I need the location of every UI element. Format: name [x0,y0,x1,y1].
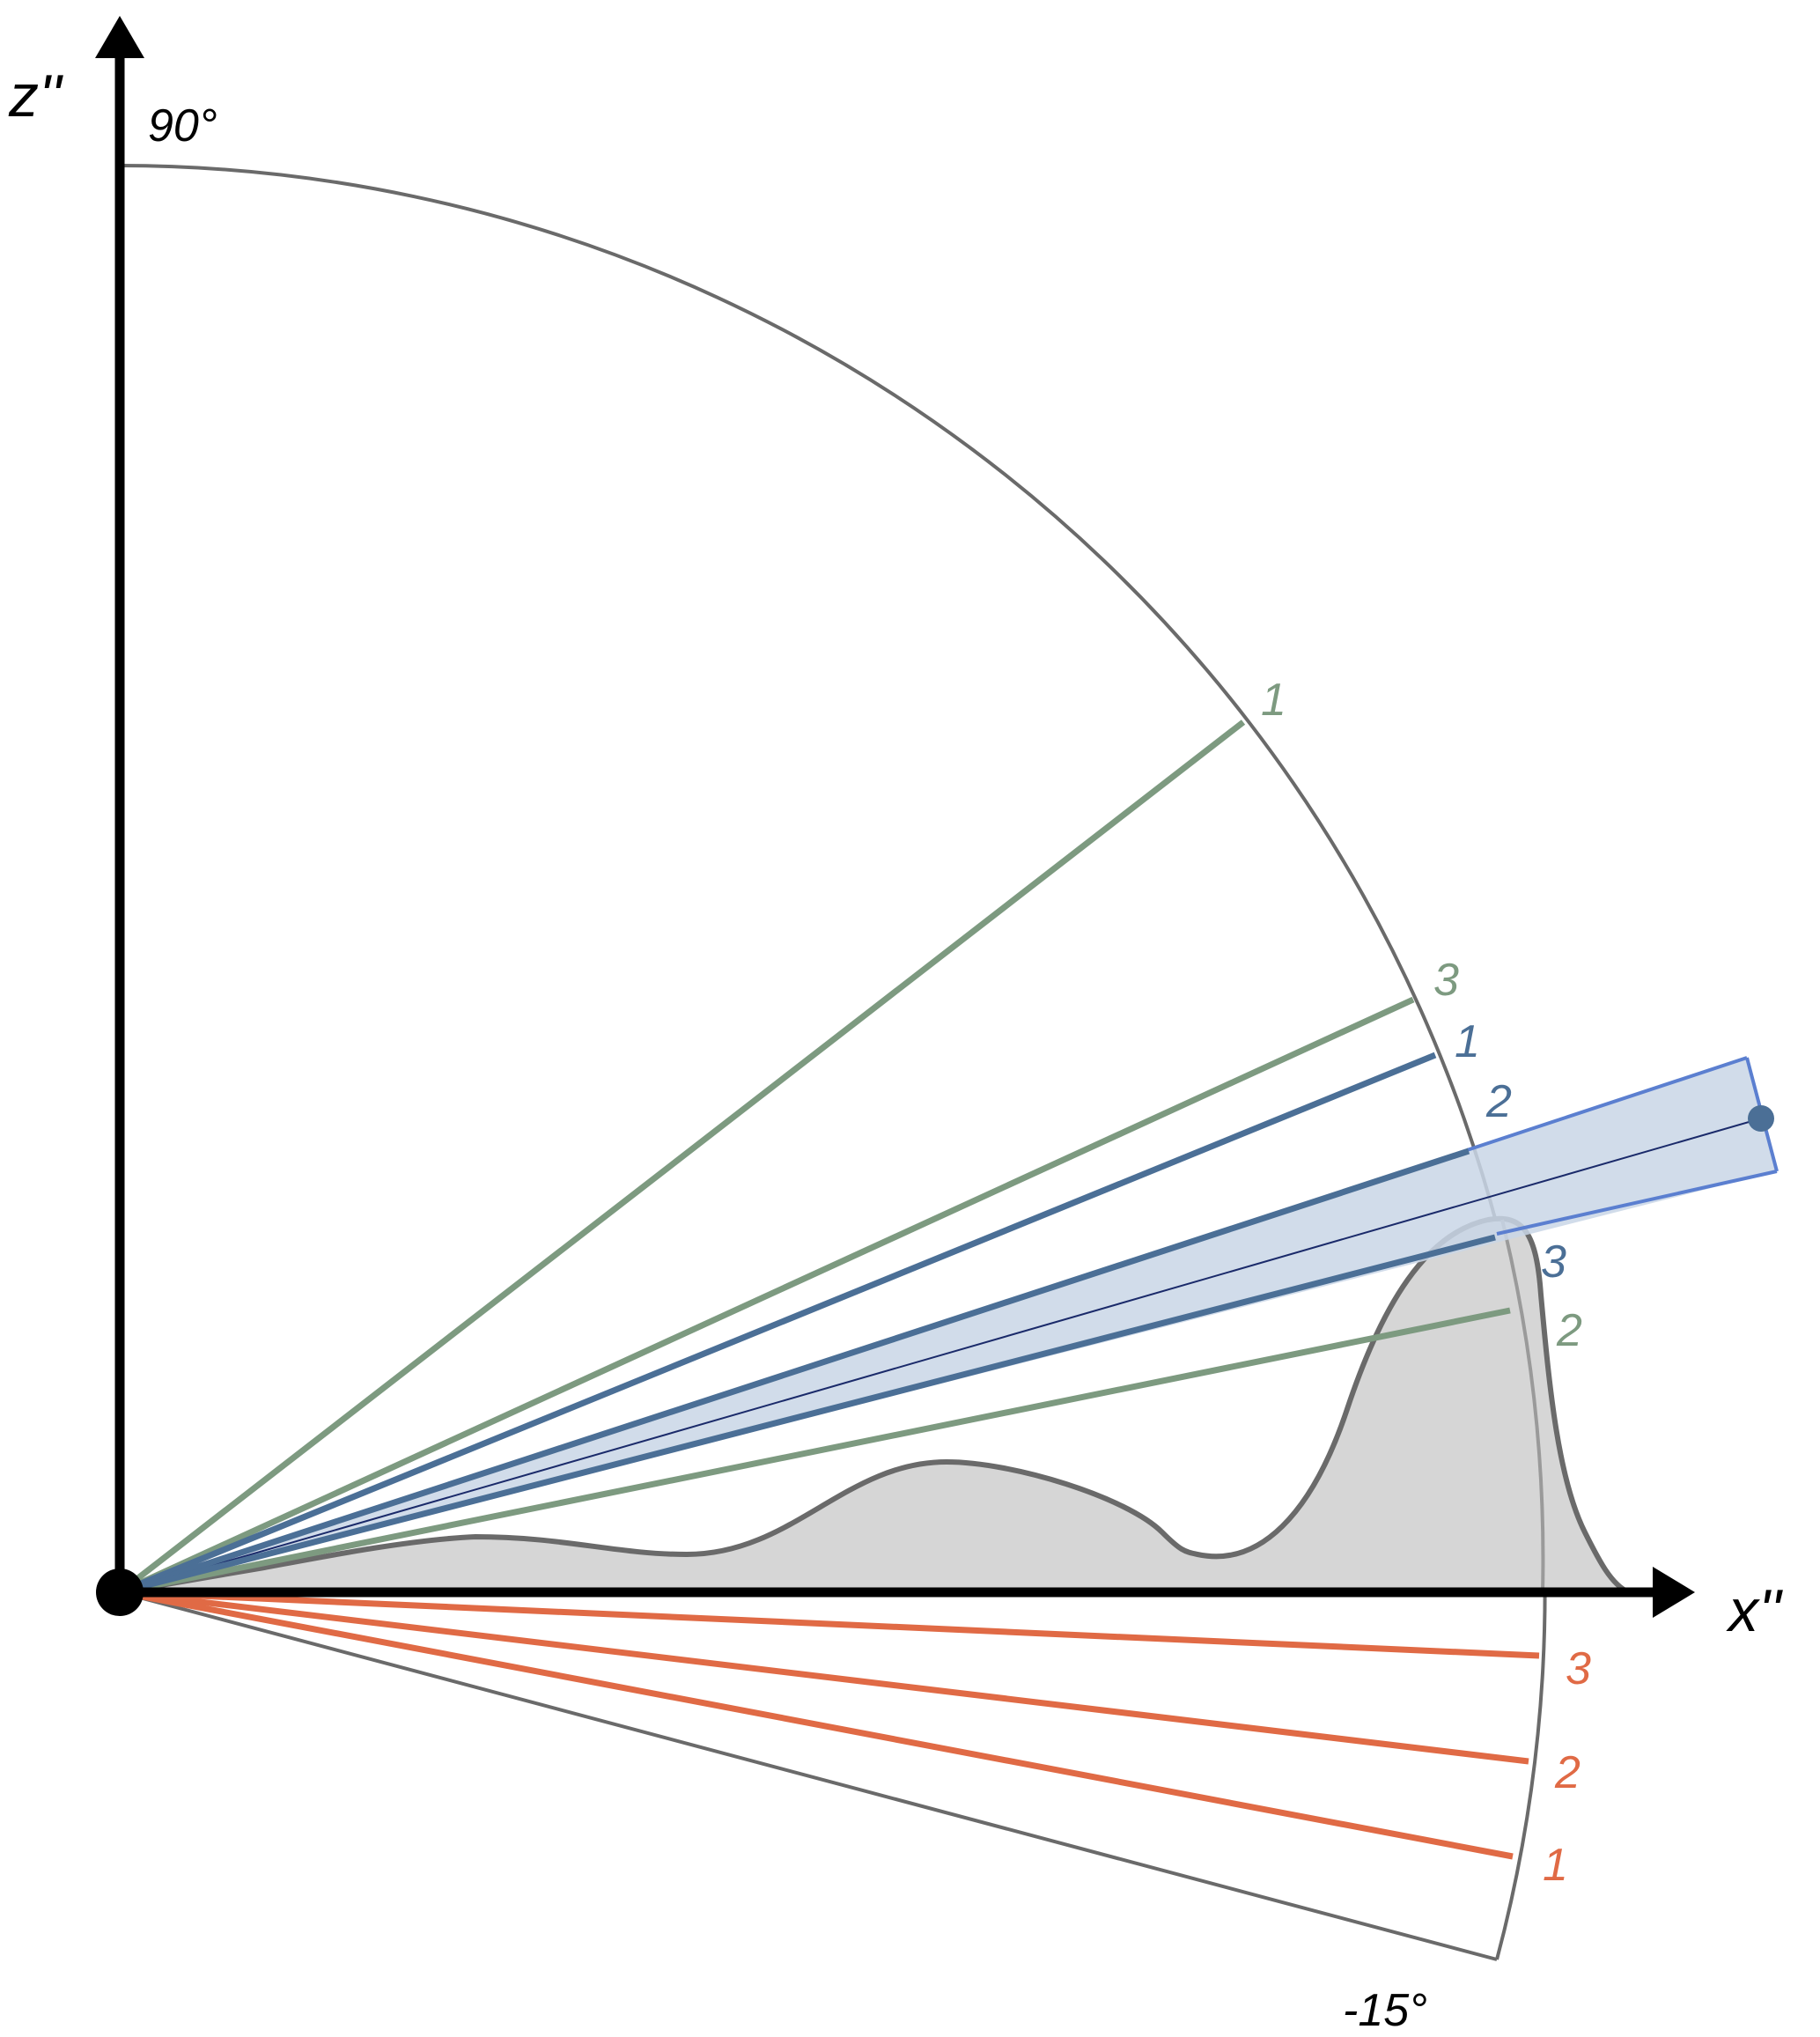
terrain-arc-overlay [1500,1219,1545,1593]
beam-upper-edge [1466,1056,1748,1152]
angle-label-90: 90° [148,100,217,151]
lower-limit-line [119,1590,1498,1961]
green-ray-label-3: 3 [1433,955,1459,1006]
z-axis-arrowhead [95,16,144,58]
orange-ray-label-2: 2 [1554,1747,1581,1798]
orange-ray-label-3: 3 [1566,1643,1591,1694]
x-axis-arrowhead [1653,1567,1695,1618]
z-axis-label: z'' [8,63,63,129]
x-axis-label: x'' [1726,1577,1783,1644]
blue-ray-1 [118,1052,1437,1596]
green-ray-2 [119,1307,1511,1596]
blue-ray-label-2: 2 [1485,1076,1512,1127]
beam-lower-edge [1496,1170,1778,1236]
blue-ray-label-3: 3 [1541,1236,1566,1288]
origin-point [96,1568,144,1616]
green-ray-label-2: 2 [1556,1305,1582,1356]
orange-ray-2 [119,1589,1529,1765]
beam-end-point [1748,1105,1774,1132]
blue-ray-3 [119,1234,1496,1596]
scan-arc [119,164,1547,1960]
orange-ray-1 [119,1589,1514,1860]
blue-ray-label-1: 1 [1455,1016,1480,1067]
green-ray-1 [117,720,1246,1595]
orange-ray-label-1: 1 [1543,1840,1568,1891]
terrain-profile [119,1215,1631,1595]
blue-ray-2 [118,1148,1470,1596]
beam-center-line [119,1118,1762,1593]
orange-ray-3 [119,1589,1540,1659]
angle-label-minus-15: -15° [1343,1985,1427,2033]
green-ray-3 [118,996,1415,1596]
green-ray-label-1: 1 [1261,675,1286,726]
